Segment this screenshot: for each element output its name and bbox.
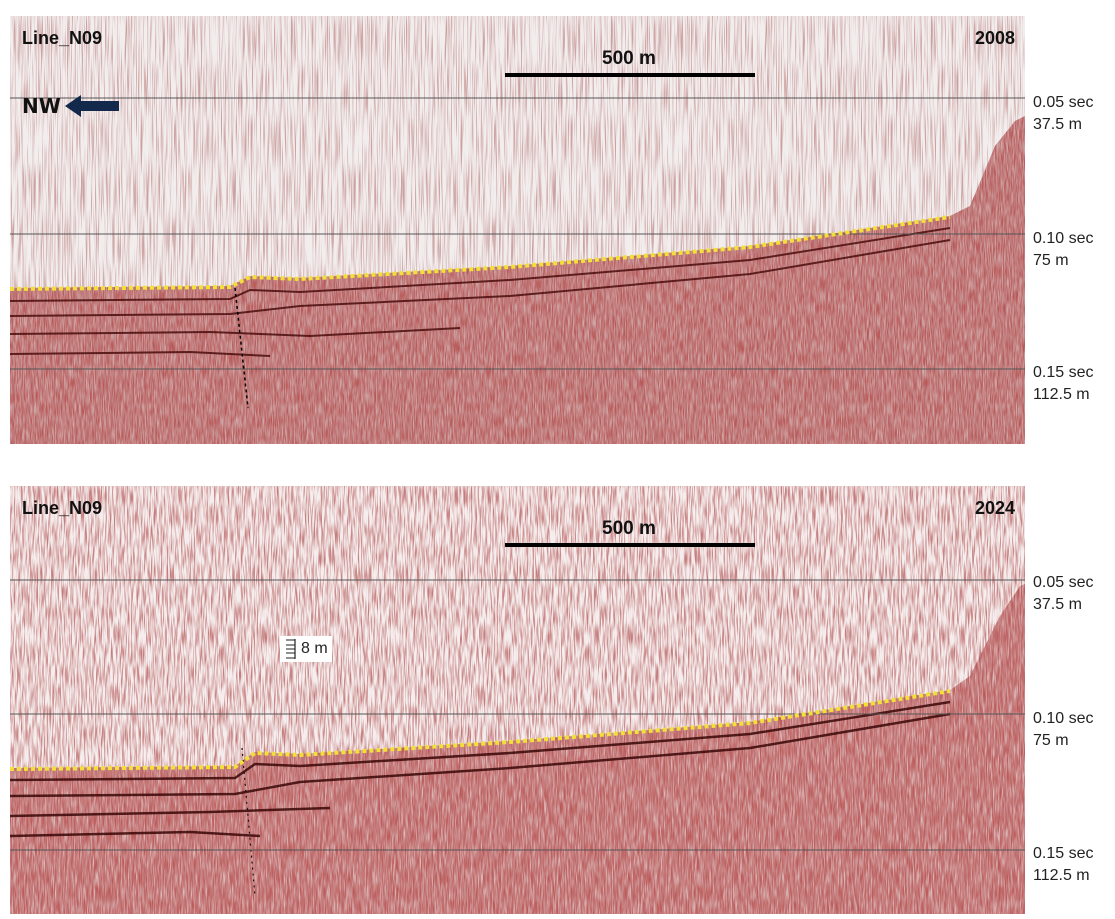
vertical-scale-icon	[286, 639, 296, 659]
seismic-panel-2024: Line_N09 2024 500 m 8 m	[10, 486, 1025, 914]
direction-label: NW	[22, 94, 61, 118]
vertical-scale-label: 8 m	[301, 640, 328, 657]
time-label: 0.15 sec	[1033, 364, 1094, 381]
time-label: 0.15 sec	[1033, 845, 1094, 862]
depth-label: 112.5 m	[1033, 386, 1090, 403]
horizontal-scale-bar	[505, 543, 755, 547]
depth-label: 75 m	[1033, 252, 1069, 269]
seismic-image-2008	[10, 16, 1025, 444]
time-label: 0.05 sec	[1033, 574, 1094, 591]
axis-label-0.10: 0.10 sec 75 m	[1033, 708, 1093, 752]
depth-label: 37.5 m	[1033, 596, 1082, 613]
panel-title: Line_N09	[22, 498, 103, 518]
panel-title: Line_N09	[22, 28, 103, 48]
depth-label: 112.5 m	[1033, 867, 1090, 884]
panel-year: 2024	[974, 498, 1015, 518]
direction-indicator: NW	[22, 94, 121, 118]
horizontal-scale-label: 500 m	[602, 48, 656, 69]
seismic-image-2024	[10, 486, 1025, 914]
horizontal-scale-bar	[505, 73, 755, 77]
depth-label: 75 m	[1033, 732, 1069, 749]
time-label: 0.10 sec	[1033, 230, 1094, 247]
axis-label-0.05: 0.05 sec 37.5 m	[1033, 572, 1093, 616]
vertical-scale-box: 8 m	[280, 636, 332, 662]
horizontal-scale-label: 500 m	[602, 518, 656, 539]
axis-label-0.15: 0.15 sec 112.5 m	[1033, 843, 1093, 887]
panel-year: 2008	[974, 28, 1015, 48]
depth-label: 37.5 m	[1033, 116, 1082, 133]
seismic-panel-2008: Line_N09 2008 500 m NW	[10, 16, 1025, 444]
time-label: 0.10 sec	[1033, 710, 1094, 727]
axis-label-0.15: 0.15 sec 112.5 m	[1033, 362, 1093, 406]
time-label: 0.05 sec	[1033, 94, 1094, 111]
left-arrow-icon	[64, 95, 119, 117]
axis-label-0.10: 0.10 sec 75 m	[1033, 228, 1093, 272]
axis-label-0.05: 0.05 sec 37.5 m	[1033, 92, 1093, 136]
